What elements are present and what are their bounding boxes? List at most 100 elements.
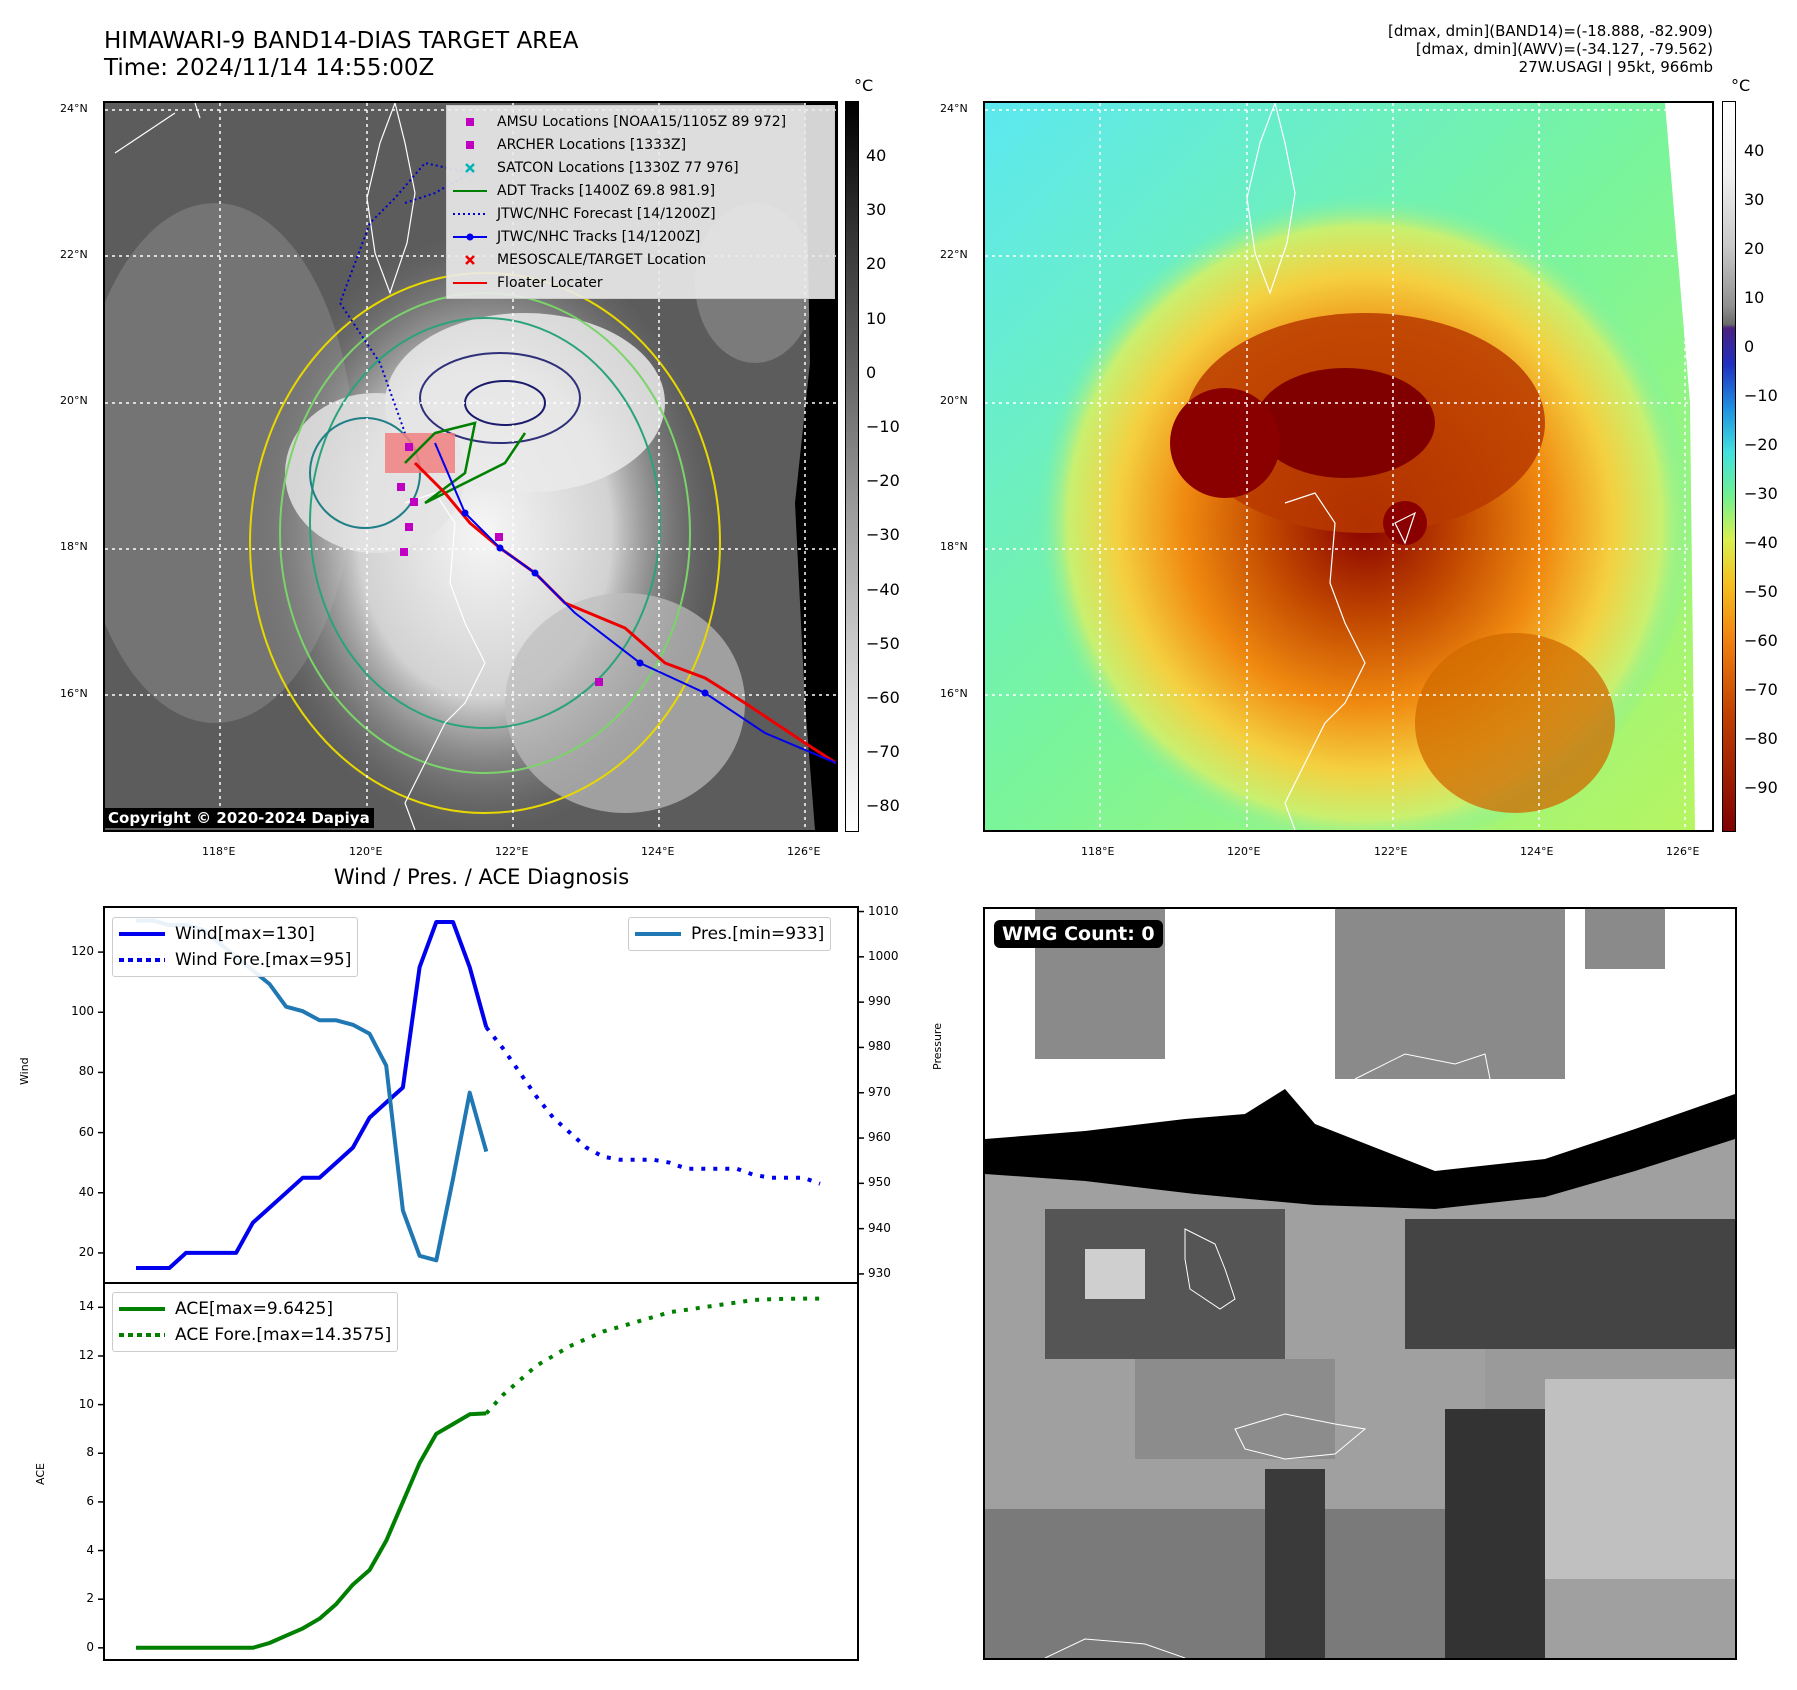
wind-tick-label: 80	[78, 1064, 94, 1079]
solid-line-icon	[119, 932, 165, 936]
copyright-label: Copyright © 2020-2024 Dapiya	[104, 808, 374, 828]
line-marker-icon	[453, 275, 487, 291]
awv-map-panel	[983, 101, 1714, 832]
awv-colorbar-tick-label: −40	[1744, 533, 1778, 552]
awv-colorbar-tick-label: −10	[1744, 386, 1778, 405]
square-marker-icon	[453, 114, 487, 130]
awv-map-image	[985, 103, 1712, 830]
lon-label: 124°E	[641, 845, 675, 858]
lat-label: 16°N	[60, 687, 88, 700]
title-line-2: Time: 2024/11/14 14:55:00Z	[104, 55, 435, 81]
lat-label: 24°N	[60, 102, 88, 115]
solid-line-icon	[635, 932, 681, 936]
legend-item-amsu: AMSU Locations [NOAA15/1105Z 89 972]	[453, 110, 828, 133]
ace-tick-label: 10	[78, 1396, 94, 1411]
lon-label: 124°E	[1520, 845, 1554, 858]
lat-label: 20°N	[940, 394, 968, 407]
wmg-image	[985, 909, 1735, 1658]
pressure-tick-label: 970	[868, 1084, 891, 1099]
wind-tick-label: 20	[78, 1244, 94, 1259]
colorbar-unit: °C	[1731, 76, 1751, 95]
wind-tick-label: 40	[78, 1184, 94, 1199]
wind-legend: Wind[max=130] Wind Fore.[max=95]	[112, 917, 359, 977]
legend-item-tracks: JTWC/NHC Tracks [14/1200Z]	[453, 225, 828, 248]
legend-item-forecast: JTWC/NHC Forecast [14/1200Z]	[453, 202, 828, 225]
pressure-tick-label: 930	[868, 1265, 891, 1280]
lat-label: 22°N	[60, 248, 88, 261]
wind-tick-label: 100	[71, 1004, 94, 1019]
x-marker-icon	[453, 160, 487, 176]
ace-tick-label: 2	[86, 1591, 94, 1606]
ir-colorbar-tick-label: −30	[866, 525, 900, 545]
awv-colorbar-tick-label: −20	[1744, 435, 1778, 454]
colorbar-unit: °C	[854, 76, 874, 95]
lon-label: 118°E	[1081, 845, 1115, 858]
lon-label: 118°E	[202, 845, 236, 858]
lon-label: 122°E	[495, 845, 529, 858]
line-marker-icon	[453, 183, 487, 199]
ir-colorbar-tick-label: −80	[866, 796, 900, 816]
awv-colorbar-tick-label: −30	[1744, 484, 1778, 503]
wmg-count-badge: WMG Count: 0	[994, 920, 1163, 948]
lat-label: 16°N	[940, 687, 968, 700]
wind-line	[136, 920, 489, 1270]
chart-title: HIMAWARI-9 BAND14-DIAS TARGET AREA Time:…	[104, 28, 578, 82]
awv-colorbar-tick-label: 40	[1744, 141, 1765, 160]
pressure-tick-label: 950	[868, 1175, 891, 1190]
title-line-1: HIMAWARI-9 BAND14-DIAS TARGET AREA	[104, 28, 579, 54]
awv-colorbar-tick-label: −60	[1744, 631, 1778, 650]
ace-tick-label: 14	[78, 1299, 94, 1314]
legend-item-ace-forecast: ACE Fore.[max=14.3575]	[119, 1322, 391, 1348]
wind-axis-label: Wind	[18, 1057, 31, 1085]
ir-colorbar-tick-label: −20	[866, 471, 900, 491]
legend-item-wind: Wind[max=130]	[119, 921, 351, 947]
ir-colorbar-tick-label: −40	[866, 579, 900, 599]
lat-label: 18°N	[60, 540, 88, 553]
awv-colorbar-tick-label: −90	[1744, 778, 1778, 797]
lon-label: 120°E	[349, 845, 383, 858]
ir-colorbar-tick-label: −70	[866, 742, 900, 762]
square-marker-icon	[453, 137, 487, 153]
awv-colorbar-tick-label: −80	[1744, 729, 1778, 748]
diagnosis-title: Wind / Pres. / ACE Diagnosis	[333, 865, 630, 889]
line-dot-icon	[453, 229, 487, 245]
pressure-tick-label: 1010	[868, 903, 899, 918]
ace-forecast-line	[484, 1296, 820, 1415]
stats-header: [dmax, dmin](BAND14)=(-18.888, -82.909) …	[1113, 22, 1713, 76]
map-legend: AMSU Locations [NOAA15/1105Z 89 972] ARC…	[446, 105, 835, 299]
x-marker-icon	[453, 252, 487, 268]
awv-colorbar-tick-label: 20	[1744, 239, 1765, 258]
stats-line-3: 27W.USAGI | 95kt, 966mb	[1518, 58, 1713, 76]
solid-line-icon	[119, 1307, 165, 1311]
lat-label: 20°N	[60, 394, 88, 407]
ace-tick-label: 8	[86, 1445, 94, 1460]
ace-line	[136, 1411, 487, 1650]
stats-line-1: [dmax, dmin](BAND14)=(-18.888, -82.909)	[1388, 22, 1713, 40]
lat-label: 22°N	[940, 248, 968, 261]
stats-line-2: [dmax, dmin](AWV)=(-34.127, -79.562)	[1415, 40, 1713, 58]
pressure-tick-label: 990	[868, 994, 891, 1009]
ir-colorbar-tick-label: 10	[866, 308, 887, 328]
ir-colorbar-tick-label: 40	[866, 146, 887, 165]
lat-label: 24°N	[940, 102, 968, 115]
lon-label: 120°E	[1227, 845, 1261, 858]
ace-axes	[103, 1282, 859, 1661]
legend-item-target: MESOSCALE/TARGET Location	[453, 248, 828, 271]
lat-label: 18°N	[940, 540, 968, 553]
ace-tick-label: 4	[86, 1542, 94, 1557]
dotted-line-icon	[119, 1333, 165, 1337]
ace-legend: ACE[max=9.6425] ACE Fore.[max=14.3575]	[112, 1292, 399, 1352]
wmg-panel	[983, 907, 1737, 1660]
ir-colorbar-tick-label: −10	[866, 417, 900, 436]
wind-tick-label: 120	[71, 944, 94, 959]
ir-colorbar-tick-label: 30	[866, 200, 887, 220]
legend-item-wind-forecast: Wind Fore.[max=95]	[119, 947, 351, 973]
pressure-tick-label: 960	[868, 1130, 891, 1145]
legend-item-pressure: Pres.[min=933]	[635, 921, 824, 947]
awv-colorbar-tick-label: 0	[1744, 337, 1755, 356]
ir-colorbar-tick-label: 20	[866, 254, 887, 274]
legend-item-satcon: SATCON Locations [1330Z 77 976]	[453, 156, 828, 179]
ace-tick-label: 12	[78, 1347, 94, 1362]
legend-item-floater: Floater Locater	[453, 271, 828, 294]
awv-colorbar-tick-label: −50	[1744, 582, 1778, 601]
